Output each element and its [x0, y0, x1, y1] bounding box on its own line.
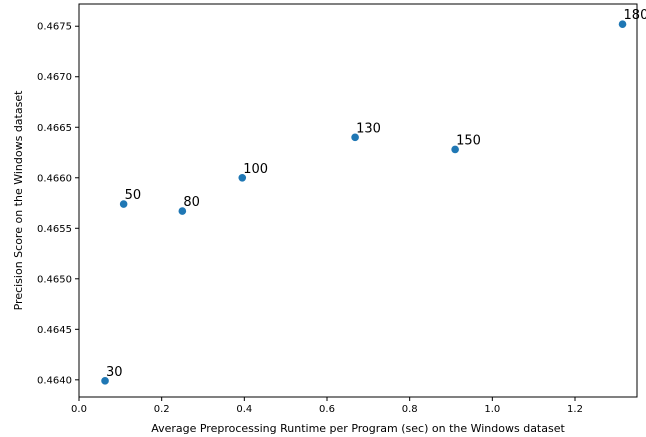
y-tick-label: 0.4670 — [37, 72, 72, 83]
y-axis-ticks: 0.4640 0.4645 0.4650 0.4655 0.4660 0.4665 0.46… — [37, 22, 79, 386]
y-tick-label: 0.4655 — [37, 224, 72, 235]
x-tick-label: 0.0 — [71, 404, 87, 415]
scatter-point — [451, 145, 459, 154]
x-tick-label: 1.2 — [567, 404, 583, 415]
scatter-point — [178, 207, 187, 215]
data-points: 30 50 80 100 130 150 180 — [101, 8, 646, 385]
point-label: 50 — [125, 188, 142, 203]
point-label: 130 — [356, 121, 381, 136]
x-tick-label: 1.0 — [484, 404, 500, 415]
x-axis-label: Average Preprocessing Runtime per Progra… — [151, 422, 565, 435]
scatter-point — [119, 200, 128, 208]
x-tick-label: 0.2 — [154, 404, 170, 415]
x-tick-label: 0.4 — [236, 404, 252, 415]
y-tick-label: 0.4660 — [37, 173, 72, 184]
point-label: 30 — [106, 365, 123, 380]
x-axis-ticks: 0.0 0.2 0.4 0.6 0.8 1.0 1.2 — [71, 397, 583, 415]
plot-frame — [78, 3, 638, 398]
point-label: 80 — [183, 195, 200, 210]
point-label: 180 — [624, 8, 646, 23]
point-label: 100 — [243, 162, 268, 177]
x-tick-label: 0.6 — [319, 404, 335, 415]
y-tick-label: 0.4665 — [37, 123, 72, 134]
point-label: 150 — [456, 133, 481, 148]
scatter-point — [238, 173, 247, 182]
y-tick-label: 0.4675 — [37, 22, 72, 33]
y-tick-label: 0.4650 — [37, 274, 72, 285]
y-axis-label: Precision Score on the Windows dataset — [12, 90, 25, 311]
scatter-point — [618, 20, 627, 29]
y-tick-label: 0.4640 — [37, 375, 72, 386]
scatter-point — [101, 377, 109, 385]
x-tick-label: 0.8 — [402, 404, 418, 415]
scatter-point — [351, 133, 359, 142]
y-tick-label: 0.4645 — [37, 325, 72, 336]
